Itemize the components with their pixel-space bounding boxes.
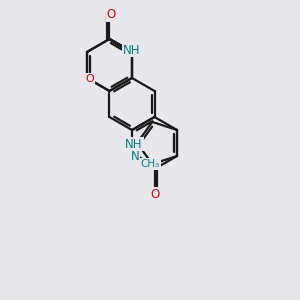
- Text: NH: NH: [123, 44, 141, 56]
- Text: O: O: [150, 188, 159, 201]
- Text: O: O: [85, 74, 94, 84]
- Text: NH: NH: [125, 137, 143, 151]
- Text: O: O: [107, 8, 116, 21]
- Text: CH₃: CH₃: [141, 159, 160, 169]
- Text: N: N: [130, 149, 140, 163]
